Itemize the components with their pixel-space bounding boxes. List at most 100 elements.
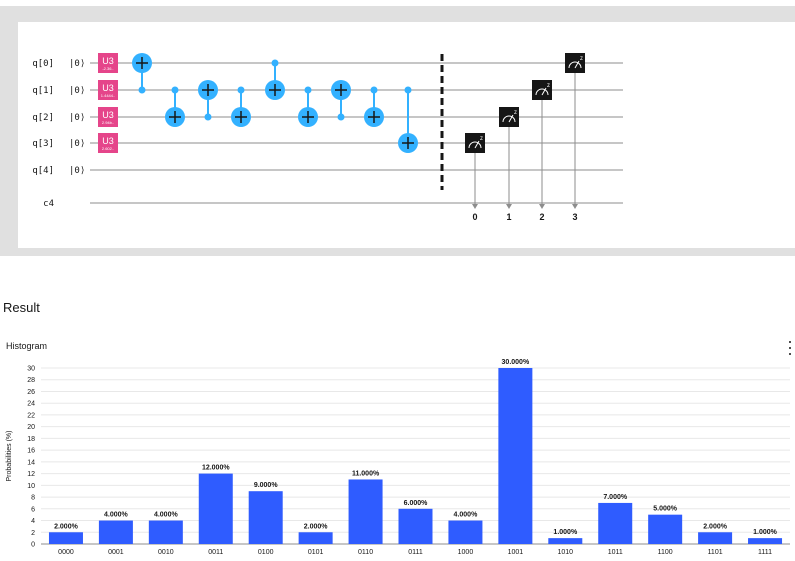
y-tick-label: 20	[27, 424, 35, 431]
y-tick-label: 12	[27, 471, 35, 478]
bar-value-label: 1.000%	[553, 529, 578, 536]
y-tick-label: 14	[27, 459, 35, 466]
histogram-bar[interactable]	[548, 538, 583, 544]
histogram-bar[interactable]	[148, 520, 183, 544]
qubit-init-state: |0⟩	[69, 113, 85, 123]
bar-value-label: 11.000%	[352, 470, 380, 477]
bar-value-label: 4.000%	[154, 512, 179, 519]
bar-value-label: 4.000%	[104, 512, 129, 519]
qubit-label: q[1]	[32, 86, 54, 96]
cnot-gate[interactable]	[331, 80, 351, 121]
bar-value-label: 4.000%	[454, 512, 479, 519]
y-tick-label: 6	[31, 506, 35, 513]
y-tick-label: 28	[27, 377, 35, 384]
histogram-bar[interactable]	[398, 508, 433, 544]
histogram-bar[interactable]	[648, 514, 683, 544]
cnot-gate[interactable]	[198, 80, 218, 121]
measure-box	[532, 80, 552, 100]
u3-gate[interactable]: U32.94b..	[98, 107, 118, 127]
histogram-bar[interactable]	[498, 368, 533, 544]
cnot-gate[interactable]	[298, 86, 318, 128]
cnot-gate[interactable]	[231, 86, 251, 128]
u3-gate[interactable]: U3-2.36..	[98, 53, 118, 73]
measure-box	[499, 107, 519, 127]
classical-register-label: c4	[43, 199, 54, 209]
histogram-bar[interactable]	[98, 520, 133, 544]
y-tick-label: 8	[31, 495, 35, 502]
x-tick-label: 1000	[458, 549, 474, 556]
cnot-gate[interactable]	[165, 86, 185, 128]
u3-gate-box	[98, 107, 118, 127]
x-tick-label: 1111	[758, 549, 772, 556]
histogram-title: Histogram	[6, 341, 48, 351]
circuit-diagram: q[0] |0⟩q[1] |0⟩q[2] |0⟩q[3] |0⟩q[4] |0⟩c4U3-…	[32, 53, 623, 222]
histogram-chart: 024681012141618202224262830Probabilities…	[6, 359, 790, 556]
histogram-bar[interactable]	[598, 502, 633, 544]
y-tick-label: 16	[27, 448, 35, 455]
histogram-bar[interactable]	[748, 538, 783, 544]
measure-gate[interactable]: z	[532, 80, 552, 209]
x-tick-label: 0111	[408, 549, 423, 556]
cnot-gate[interactable]	[132, 53, 152, 94]
x-tick-label: 0110	[358, 549, 373, 556]
y-tick-label: 0	[31, 542, 35, 549]
meter-needle	[574, 60, 580, 69]
y-tick-label: 24	[27, 401, 35, 408]
bar-value-label: 12.000%	[202, 465, 230, 472]
u3-gate-box	[98, 53, 118, 73]
measure-gate[interactable]: z	[565, 53, 585, 209]
circuit-canvas: q[0] |0⟩ q[1] |0⟩ q[2] |0⟩ q[3] |0⟩ q[4] |0⟩ c4 U3-…	[18, 22, 795, 248]
bar-value-label: 2.000%	[304, 523, 329, 530]
u3-gate-param: 2.94b..	[102, 120, 114, 125]
cnot-control-dot	[237, 86, 245, 94]
x-tick-label: 0010	[158, 549, 174, 556]
histogram-bar[interactable]	[698, 532, 733, 544]
measure-basis-label: z	[514, 110, 517, 116]
cnot-gate[interactable]	[364, 86, 384, 128]
measure-basis-label: z	[547, 83, 550, 89]
u3-gate-label: U3	[102, 56, 114, 66]
u3-gate-label: U3	[102, 83, 114, 93]
bar-value-label: 2.000%	[54, 523, 79, 530]
cnot-control-dot	[370, 86, 378, 94]
u3-gate[interactable]: U31.4444..	[98, 80, 118, 100]
cnot-control-dot	[138, 86, 146, 94]
u3-gate[interactable]: U32.602..	[98, 133, 118, 153]
measure-arrow	[572, 204, 578, 209]
result-heading: Result	[3, 300, 40, 315]
bar-value-label: 2.000%	[703, 523, 728, 530]
y-tick-label: 10	[27, 483, 35, 490]
histogram-bar[interactable]	[298, 532, 333, 544]
overflow-menu-icon[interactable]	[787, 340, 793, 356]
x-tick-label: 0101	[308, 549, 324, 556]
x-tick-label: 1101	[708, 549, 723, 556]
y-tick-label: 30	[27, 366, 35, 373]
x-tick-label: 1010	[558, 549, 574, 556]
x-tick-label: 1001	[508, 549, 524, 556]
u3-gate-param: 2.602..	[102, 146, 114, 151]
y-tick-label: 18	[27, 436, 35, 443]
cnot-gate[interactable]	[265, 59, 285, 101]
histogram-bar[interactable]	[198, 473, 233, 544]
histogram-bar[interactable]	[348, 479, 383, 544]
cnot-control-dot	[271, 59, 279, 67]
meter-icon	[502, 115, 516, 123]
meter-icon	[468, 141, 482, 149]
x-tick-label: 0000	[58, 549, 74, 556]
histogram-bar[interactable]	[248, 491, 283, 544]
u3-gate-box	[98, 80, 118, 100]
x-tick-label: 0100	[258, 549, 274, 556]
u3-gate-param: -2.36..	[102, 66, 113, 71]
measure-gate[interactable]: z	[499, 107, 519, 209]
histogram-bar[interactable]	[448, 520, 483, 544]
circuit-frame: q[0] |0⟩ q[1] |0⟩ q[2] |0⟩ q[3] |0⟩ q[4] |0⟩ c4 U3-…	[0, 6, 795, 256]
u3-gate-label: U3	[102, 110, 114, 120]
cnot-gate[interactable]	[398, 86, 418, 154]
histogram-bar[interactable]	[48, 532, 83, 544]
bar-value-label: 7.000%	[603, 494, 628, 501]
y-tick-label: 2	[31, 530, 35, 537]
y-tick-label: 22	[27, 412, 35, 419]
measure-arrow	[506, 204, 512, 209]
measure-gate[interactable]: z	[465, 133, 485, 209]
circuit-tab[interactable]	[100, 0, 190, 6]
